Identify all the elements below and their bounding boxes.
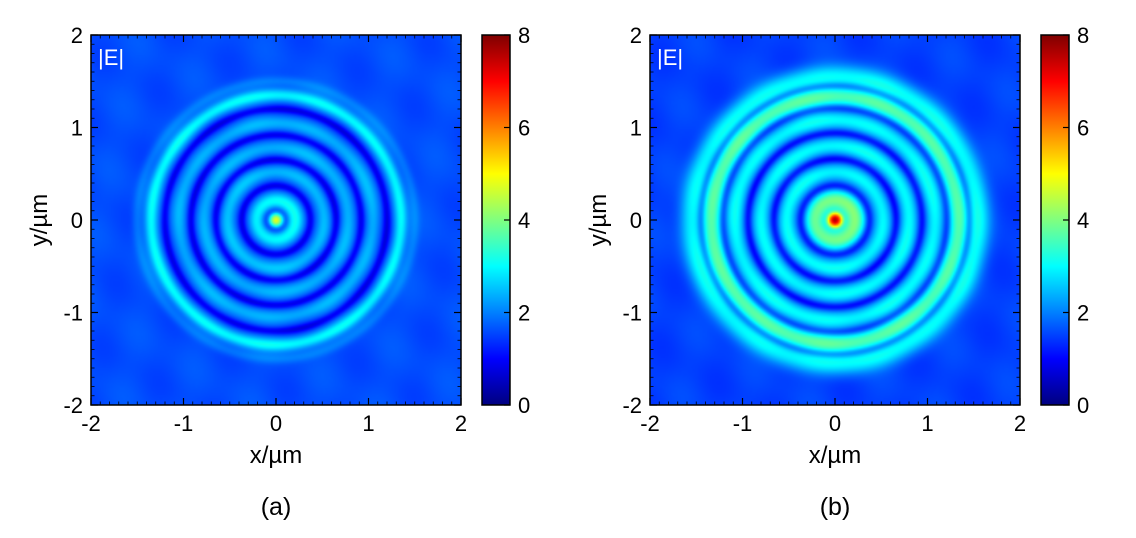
field-label-a: |E| [98,45,124,70]
y-tick-label: -1 [622,301,642,326]
colorbar-tick-label: 8 [518,23,530,48]
heatmap-b [650,35,1020,405]
colorbar-tick-label: 0 [518,393,530,418]
colorbar-tick-label: 6 [1077,116,1089,141]
y-tick-label: 0 [71,208,83,233]
x-tick-label: 2 [455,411,467,436]
field-label-b: |E| [657,45,683,70]
panel-caption-b: (b) [820,493,851,521]
x-tick-label: -1 [174,411,194,436]
x-axis-label-a: x/µm [250,442,303,469]
y-tick-label: -2 [622,393,642,418]
ticks-a: -2 -1 0 1 2 -2 -1 0 1 2 [63,23,467,436]
x-tick-label: 0 [270,411,282,436]
y-tick-label: 2 [71,23,83,48]
x-tick-label: 1 [362,411,374,436]
colorbar-ticks-b: 0 2 4 6 8 [1063,23,1089,418]
x-tick-label: -1 [733,411,753,436]
ticks-b: -2 -1 0 1 2 -2 -1 0 1 2 [622,23,1026,436]
x-tick-label: 0 [829,411,841,436]
heatmap-a [91,35,461,405]
panel-caption-a: (a) [261,493,292,521]
colorbar-tick-label: 4 [518,208,530,233]
colorbar-tick-label: 4 [1077,208,1089,233]
y-tick-label: -1 [63,301,83,326]
y-axis-label-b: y/µm [585,194,612,247]
y-tick-label: 1 [630,116,642,141]
x-axis-label-b: x/µm [809,442,862,469]
colorbar-ticks-a: 0 2 4 6 8 [504,23,530,418]
x-tick-label: -2 [640,411,660,436]
colorbar-tick-label: 8 [1077,23,1089,48]
y-axis-label-a: y/µm [26,194,53,247]
y-tick-label: -2 [63,393,83,418]
colorbar-tick-label: 2 [1077,301,1089,326]
colorbar-tick-label: 0 [1077,393,1089,418]
x-tick-label: -2 [81,411,101,436]
colorbar-tick-label: 6 [518,116,530,141]
panel-a: -2 -1 0 1 2 -2 -1 0 1 2 |E| x/µm y/µm 0 2 4 6 8 (a) [26,23,530,521]
x-tick-label: 1 [921,411,933,436]
x-tick-label: 2 [1014,411,1026,436]
y-tick-label: 0 [630,208,642,233]
y-tick-label: 2 [630,23,642,48]
colorbar-tick-label: 2 [518,301,530,326]
panel-b: -2 -1 0 1 2 -2 -1 0 1 2 |E| x/µm y/µm 0 2 4 6 8 (b) [585,23,1089,521]
y-tick-label: 1 [71,116,83,141]
